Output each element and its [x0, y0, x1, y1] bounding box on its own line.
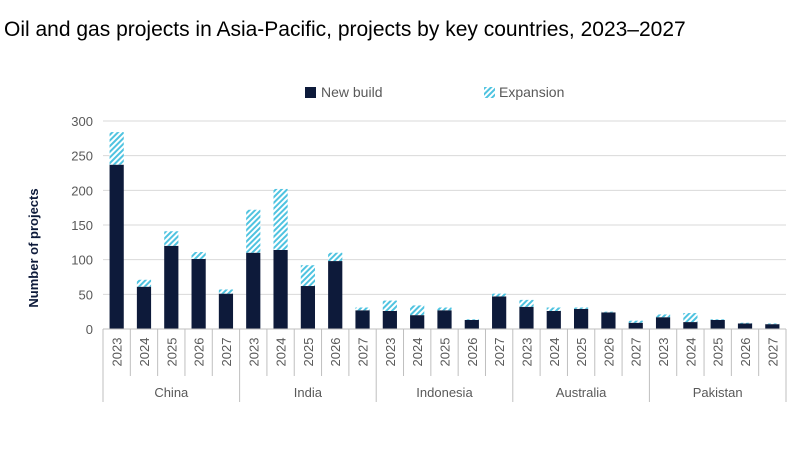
bar-new-build — [628, 322, 643, 329]
x-group-label: China — [154, 385, 189, 400]
bar-expansion — [273, 188, 288, 250]
y-tick-label: 50 — [79, 287, 93, 302]
x-tick-label-year: 2024 — [683, 338, 698, 367]
x-tick-label-year: 2024 — [137, 338, 152, 367]
bar-expansion — [437, 307, 452, 311]
legend-swatch-expansion — [484, 87, 495, 98]
x-tick-label-year: 2027 — [219, 338, 234, 367]
bar-expansion — [710, 319, 725, 320]
bar-expansion — [683, 313, 698, 323]
bar-expansion — [328, 252, 343, 262]
x-tick-label-year: 2025 — [164, 338, 179, 367]
legend: New build Expansion — [305, 84, 564, 100]
x-group-label: Pakistan — [693, 385, 743, 400]
bar-expansion — [655, 314, 671, 318]
bar-new-build — [218, 293, 234, 329]
bar-expansion — [765, 323, 780, 325]
x-group-label: Australia — [556, 385, 607, 400]
x-tick-label-year: 2025 — [574, 338, 589, 367]
bar-expansion — [601, 311, 616, 313]
chart-title: Oil and gas projects in Asia-Pacific, pr… — [4, 18, 686, 41]
bar-new-build — [437, 310, 452, 329]
bar-new-build — [683, 322, 698, 329]
legend-swatch-new-build — [305, 87, 316, 98]
bar-expansion — [410, 305, 425, 316]
y-tick-label: 250 — [71, 149, 93, 164]
bar-new-build — [464, 319, 479, 329]
y-tick-label: 150 — [71, 218, 93, 233]
y-tick-label: 300 — [71, 114, 93, 129]
bar-new-build — [382, 310, 397, 329]
bar-expansion — [464, 319, 479, 320]
x-tick-label-year: 2027 — [765, 338, 780, 367]
bar-new-build — [546, 310, 561, 329]
bar-expansion — [246, 209, 261, 253]
bar-new-build — [492, 296, 507, 329]
legend-label-new-build: New build — [321, 84, 382, 100]
bar-expansion — [136, 279, 152, 287]
y-tick-label: 100 — [71, 253, 93, 268]
bar-expansion — [573, 307, 589, 309]
bar-new-build — [136, 286, 152, 329]
bar-expansion — [382, 300, 397, 311]
axes: 0 50 100 150 200 250 300 2023 2024 2025 2026 2027 20… — [71, 114, 787, 402]
bar-new-build — [573, 308, 589, 329]
bar-new-build — [164, 245, 179, 329]
x-tick-label-year: 2023 — [246, 338, 261, 367]
bar-new-build — [300, 286, 316, 329]
x-tick-label-year: 2024 — [274, 338, 289, 367]
y-tick-label: 0 — [86, 322, 93, 337]
bar-expansion — [546, 307, 561, 311]
x-tick-label-year: 2023 — [519, 338, 534, 367]
gridlines — [103, 120, 786, 295]
bar-new-build — [191, 258, 206, 329]
bar-new-build — [328, 261, 343, 329]
x-tick-label-year: 2023 — [110, 338, 125, 367]
x-tick-label-year: 2026 — [601, 338, 616, 367]
bar-new-build — [765, 324, 780, 329]
bar-expansion — [191, 252, 206, 259]
bar-expansion — [355, 307, 370, 311]
x-tick-label-year: 2024 — [410, 338, 425, 367]
bar-new-build — [410, 315, 425, 329]
x-tick-label-year: 2026 — [328, 338, 343, 367]
x-tick-label-year: 2027 — [492, 338, 507, 367]
bar-expansion — [628, 320, 643, 323]
bar-expansion — [519, 299, 534, 307]
y-axis-label: Number of projects — [26, 188, 41, 307]
bar-new-build — [710, 319, 725, 329]
x-tick-label-year: 2023 — [383, 338, 398, 367]
x-tick-label-year: 2023 — [656, 338, 671, 367]
bar-new-build — [601, 312, 616, 329]
x-tick-label-year: 2026 — [192, 338, 207, 367]
bar-new-build — [737, 323, 753, 329]
x-tick-label-year: 2024 — [547, 338, 562, 367]
x-tick-label-year: 2027 — [629, 338, 644, 367]
x-tick-label-year: 2027 — [356, 338, 371, 367]
bar-new-build — [109, 164, 124, 329]
x-group-label: India — [294, 385, 323, 400]
bar-expansion — [300, 265, 316, 287]
bar-expansion — [109, 132, 124, 165]
bar-new-build — [246, 252, 261, 329]
x-tick-label-year: 2025 — [438, 338, 453, 367]
x-tick-label-year: 2025 — [301, 338, 316, 367]
bar-new-build — [655, 317, 671, 329]
x-tick-label-year: 2025 — [711, 338, 726, 367]
bar-expansion — [218, 289, 234, 294]
bars — [109, 132, 780, 329]
bar-expansion — [164, 231, 179, 246]
bar-expansion — [492, 293, 507, 297]
x-group-label: Indonesia — [416, 385, 473, 400]
x-tick-label-year: 2026 — [738, 338, 753, 367]
bar-new-build — [519, 306, 534, 329]
x-tick-label-year: 2026 — [465, 338, 480, 367]
bar-expansion — [737, 322, 753, 324]
bar-new-build — [355, 310, 370, 329]
y-tick-label: 200 — [71, 183, 93, 198]
bar-new-build — [273, 249, 288, 329]
legend-label-expansion: Expansion — [499, 84, 564, 100]
